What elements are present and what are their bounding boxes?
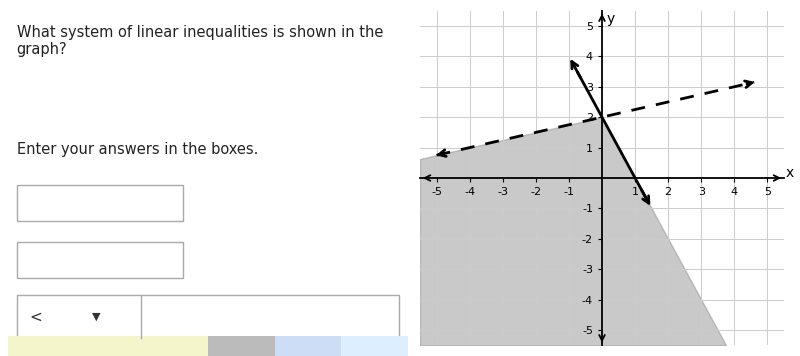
Bar [17, 185, 183, 221]
Text: What system of linear inequalities is shown in the
graph?: What system of linear inequalities is sh… [17, 25, 383, 57]
Bar [274, 336, 341, 356]
Text: y: y [607, 12, 615, 26]
Bar [142, 336, 208, 356]
Bar [341, 336, 408, 356]
Text: ▼: ▼ [91, 312, 100, 322]
Bar [75, 336, 142, 356]
Bar [17, 295, 399, 338]
Bar [208, 336, 274, 356]
Text: Enter your answers in the boxes.: Enter your answers in the boxes. [17, 142, 258, 157]
Text: <: < [29, 309, 42, 324]
Text: x: x [786, 167, 794, 180]
Bar [17, 242, 183, 278]
Bar [8, 336, 75, 356]
